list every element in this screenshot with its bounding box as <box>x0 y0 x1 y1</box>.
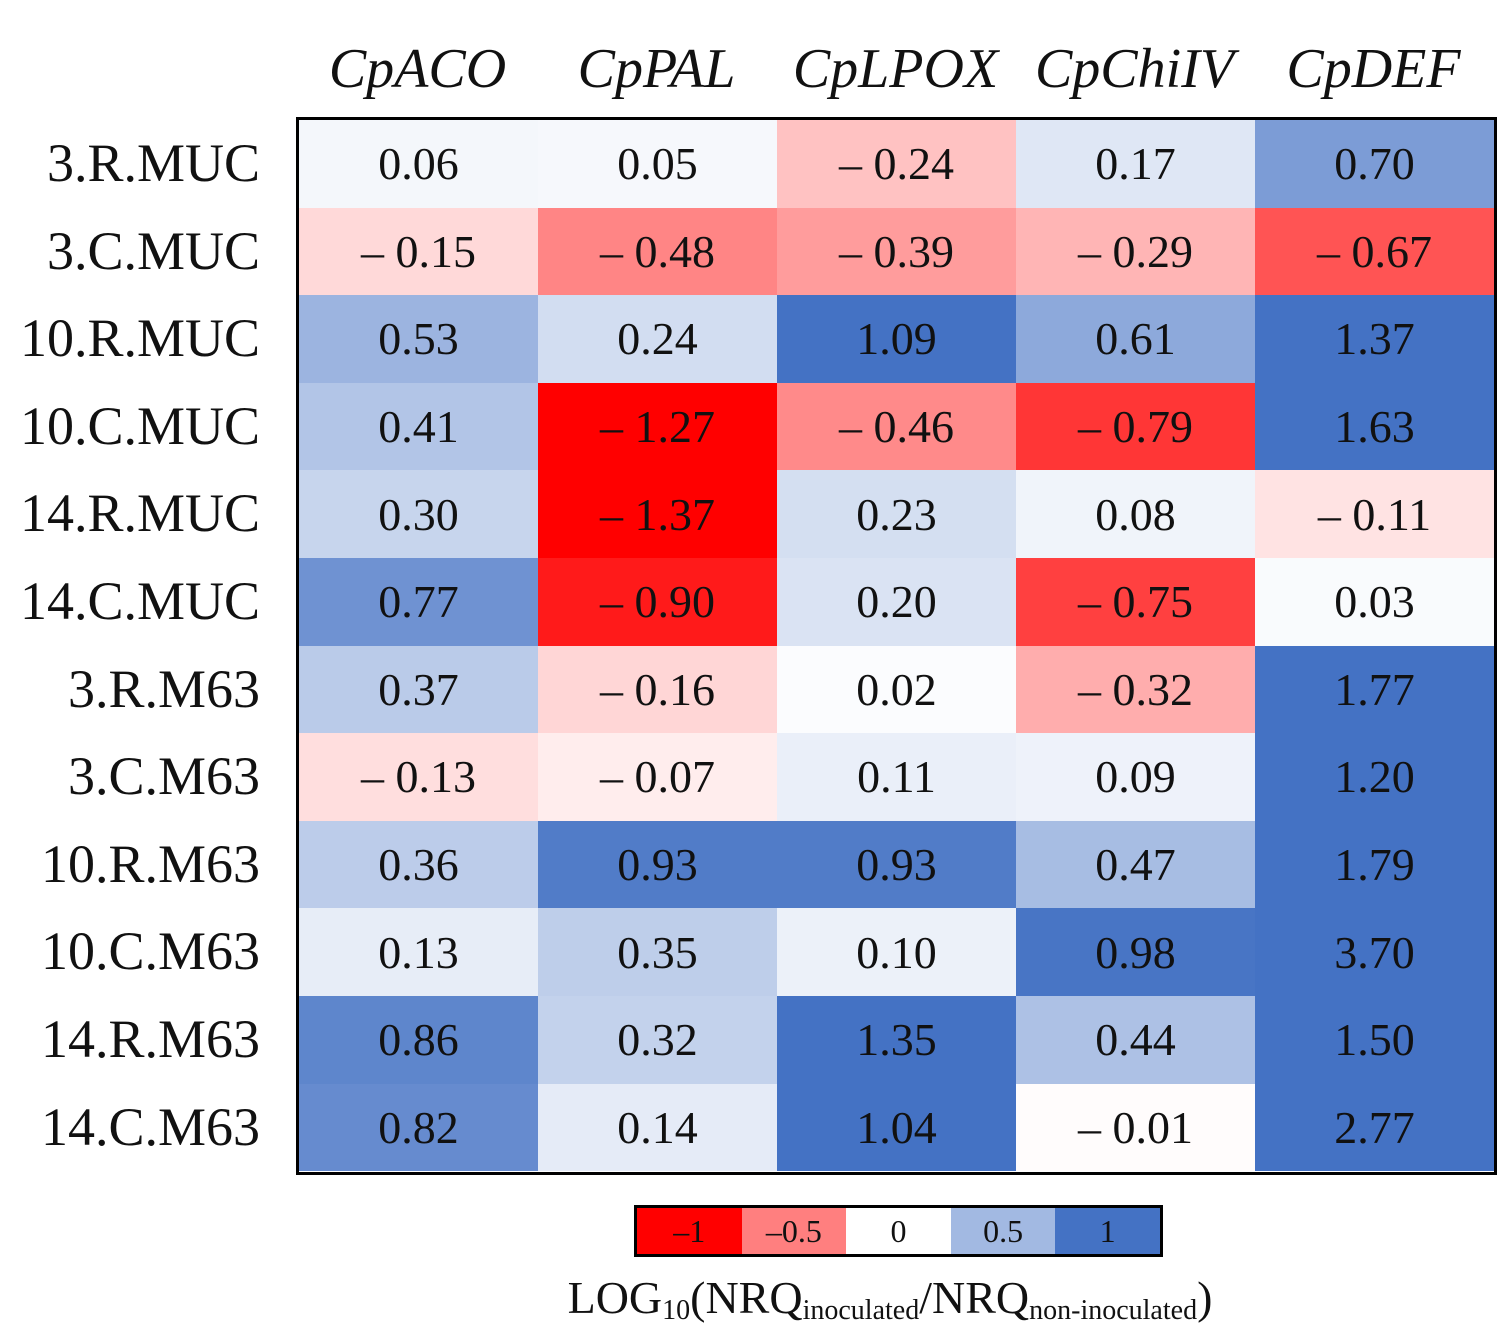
heatmap-cell: 0.32 <box>538 996 777 1084</box>
heatmap-cell: – 0.11 <box>1255 470 1494 558</box>
heatmap-cell: 1.20 <box>1255 733 1494 821</box>
heatmap-cell: – 0.75 <box>1016 558 1255 646</box>
heatmap-cell: – 0.32 <box>1016 645 1255 734</box>
legend-title-mid: /NRQ <box>919 1272 1030 1323</box>
heatmap-cell: – 0.39 <box>777 207 1016 296</box>
heatmap-cell: 1.50 <box>1255 996 1494 1084</box>
heatmap-cell: 0.37 <box>299 645 538 734</box>
legend-title-main: LOG <box>567 1272 663 1323</box>
heatmap-cell: 1.04 <box>777 1083 1016 1172</box>
heatmap-cell: 0.93 <box>538 820 777 909</box>
heatmap-cell: – 0.16 <box>538 645 777 734</box>
legend-title-close: ) <box>1197 1272 1213 1323</box>
heatmap-cell: – 0.48 <box>538 207 777 296</box>
legend-swatch: –0.5 <box>741 1208 847 1254</box>
heatmap-cell: 0.77 <box>299 558 538 646</box>
column-header-cpaco: CpACO <box>328 38 507 100</box>
heatmap-cell: 0.41 <box>299 382 538 471</box>
heatmap-cell: 0.47 <box>1016 820 1255 909</box>
heatmap-cell: 0.24 <box>538 295 777 383</box>
heatmap-cell: 1.09 <box>777 295 1016 383</box>
heatmap-cell: 0.93 <box>777 820 1016 909</box>
row-label-14-c-m63: 14.C.M63 <box>40 1096 260 1157</box>
heatmap-cell: – 0.79 <box>1016 382 1255 471</box>
heatmap-cell: 1.63 <box>1255 382 1494 471</box>
row-label-10-c-muc: 10.C.MUC <box>19 395 260 456</box>
legend-title-sub-inoculated: inoculated <box>802 1295 920 1326</box>
legend-swatch: 0.5 <box>950 1208 1056 1254</box>
legend-swatch: –1 <box>637 1208 742 1254</box>
heatmap-cell: – 1.37 <box>538 470 777 558</box>
heatmap-cell: 0.86 <box>299 996 538 1084</box>
heatmap-cell: 0.53 <box>299 295 538 383</box>
heatmap-cell: 0.03 <box>1255 558 1494 646</box>
heatmap-cell: 0.11 <box>777 733 1016 821</box>
heatmap-cell: 0.13 <box>299 908 538 996</box>
legend-swatch: 1 <box>1055 1208 1160 1254</box>
heatmap-cell: – 0.15 <box>299 207 538 296</box>
heatmap-cell: 0.10 <box>777 908 1016 996</box>
heatmap-cell: 0.17 <box>1016 120 1255 208</box>
column-header-cpchiiv: CpChiIV <box>1034 38 1235 100</box>
row-label-14-r-m63: 14.R.M63 <box>40 1009 260 1069</box>
heatmap-cell: 0.08 <box>1016 470 1255 558</box>
row-label-10-r-muc: 10.R.MUC <box>19 308 260 369</box>
heatmap-cell: – 0.90 <box>538 558 777 646</box>
heatmap-cell: 0.70 <box>1255 120 1494 208</box>
column-header-cplpox: CpLPOX <box>792 38 999 100</box>
heatmap-cell: – 0.29 <box>1016 207 1255 296</box>
heatmap-cell: 1.77 <box>1255 645 1494 734</box>
heatmap-cell: 0.30 <box>299 470 538 558</box>
heatmap-cell: 0.35 <box>538 908 777 996</box>
heatmap-cell: 0.09 <box>1016 733 1255 821</box>
heatmap-cell: 0.82 <box>299 1083 538 1172</box>
row-label-14-r-muc: 14.R.MUC <box>19 483 260 544</box>
heatmap-cell: 1.35 <box>777 996 1016 1084</box>
row-label-3-r-m63: 3.R.M63 <box>67 658 260 719</box>
legend-title-open: (NRQ <box>690 1272 803 1323</box>
heatmap-cell: 3.70 <box>1255 908 1494 996</box>
row-labels: 3.R.MUC 3.C.MUC 10.R.MUC 10.C.MUC 14.R.MUC 14… <box>0 120 270 1170</box>
row-label-14-c-muc: 14.C.MUC <box>19 571 260 631</box>
row-label-3-r-muc: 3.R.MUC <box>46 133 260 193</box>
heatmap-cell: – 0.07 <box>538 733 777 821</box>
row-label-10-c-m63: 10.C.M63 <box>40 921 260 982</box>
heatmap-cell: 1.37 <box>1255 295 1494 383</box>
heatmap-cell: 0.02 <box>777 645 1016 734</box>
legend-swatch: 0 <box>846 1208 951 1254</box>
row-label-3-c-m63: 3.C.M63 <box>67 746 260 807</box>
heatmap-cell: – 1.27 <box>538 382 777 471</box>
legend-title-sub-non-inoculated: non-inoculated <box>1029 1295 1198 1326</box>
row-label-10-r-m63: 10.R.M63 <box>40 833 260 894</box>
heatmap-cell: 2.77 <box>1255 1083 1494 1172</box>
heatmap-cell: – 0.67 <box>1255 207 1494 296</box>
column-headers: CpACO CpPAL CpLPOX CpChiIV CpDEF <box>298 38 1493 108</box>
heatmap-cell: 0.44 <box>1016 996 1255 1084</box>
heatmap-cell: 0.23 <box>777 470 1016 558</box>
heatmap-cell: 0.61 <box>1016 295 1255 383</box>
column-header-cpdef: CpDEF <box>1286 38 1461 100</box>
heatmap-cell: 0.98 <box>1016 908 1255 996</box>
color-legend: –1 –0.5 0 0.5 1 <box>634 1205 1163 1257</box>
heatmap-grid: 0.06 0.05– 0.24 0.17 0.70 – 0.15– 0.48– 0.39… <box>296 117 1497 1175</box>
heatmap-cell: – 0.24 <box>777 120 1016 208</box>
heatmap-cell: – 0.01 <box>1016 1083 1255 1172</box>
heatmap-cell: 0.36 <box>299 820 538 909</box>
heatmap-cell: 0.06 <box>299 120 538 208</box>
column-header-cppal: CpPAL <box>577 38 736 100</box>
legend-title-base: 10 <box>662 1295 691 1326</box>
heatmap-cell: 0.14 <box>538 1083 777 1172</box>
heatmap-cell: 0.20 <box>777 558 1016 646</box>
heatmap-cell: 0.05 <box>538 120 777 208</box>
row-label-3-c-muc: 3.C.MUC <box>46 220 260 281</box>
heatmap-cell: 1.79 <box>1255 820 1494 909</box>
heatmap-cell: – 0.46 <box>777 382 1016 471</box>
legend-title: LOG10(NRQinoculated/NRQnon-inoculated) <box>470 1270 1310 1339</box>
heatmap-cell: – 0.13 <box>299 733 538 821</box>
